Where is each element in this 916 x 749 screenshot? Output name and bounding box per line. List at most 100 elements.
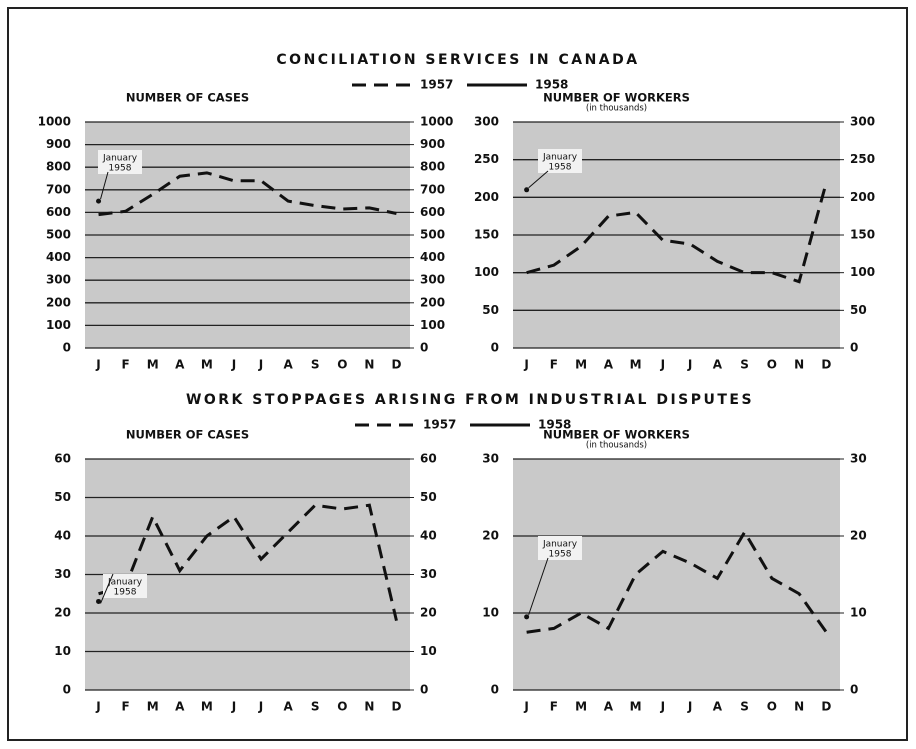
x-tick-label: M bbox=[575, 700, 587, 714]
x-tick-label: S bbox=[311, 358, 320, 372]
x-tick-label: D bbox=[391, 700, 401, 714]
line bbox=[98, 503, 398, 622]
annotation: 1958 bbox=[109, 164, 132, 174]
y-tick-label: 400 bbox=[46, 250, 71, 264]
x-tick-label: M bbox=[147, 700, 159, 714]
x-tick-label: M bbox=[201, 700, 213, 714]
x-tick-label: O bbox=[337, 700, 347, 714]
x-tick-label: M bbox=[630, 358, 642, 372]
y-tick-label: 0 bbox=[491, 683, 499, 697]
y-tick-label: 700 bbox=[46, 182, 71, 196]
x-tick-label: A bbox=[175, 700, 185, 714]
line bbox=[98, 171, 397, 217]
x-tick-label: O bbox=[767, 358, 777, 372]
x-tick-label: S bbox=[311, 700, 320, 714]
y2-tick-label: 60 bbox=[420, 452, 437, 466]
x-tick-label: D bbox=[821, 358, 831, 372]
plot-area bbox=[513, 459, 840, 690]
x-tick-label: A bbox=[283, 700, 293, 714]
y-tick-label: 200 bbox=[46, 295, 71, 309]
chart-title: NUMBER OF WORKERS bbox=[543, 428, 690, 442]
x-tick-label: S bbox=[740, 700, 749, 714]
section-title: CONCILIATION SERVICES IN CANADA bbox=[276, 52, 639, 68]
legend-label: 1958 bbox=[538, 418, 571, 432]
y-tick-label: 0 bbox=[63, 683, 71, 697]
annotation: January bbox=[542, 540, 578, 550]
line bbox=[526, 529, 828, 634]
y-tick-label: 20 bbox=[482, 529, 499, 543]
x-tick-label: J bbox=[523, 358, 528, 372]
legend-label: 1957 bbox=[423, 418, 456, 432]
x-tick-label: M bbox=[147, 358, 159, 372]
x-tick-label: N bbox=[794, 700, 804, 714]
y-tick-label: 0 bbox=[491, 341, 499, 355]
x-tick-label: F bbox=[122, 700, 130, 714]
y-tick-label: 150 bbox=[474, 228, 499, 242]
annotation-leader bbox=[528, 557, 549, 616]
y-tick-label: 100 bbox=[46, 318, 71, 332]
x-tick-label: A bbox=[713, 358, 723, 372]
y-tick-label: 600 bbox=[46, 205, 71, 219]
y2-tick-label: 100 bbox=[420, 318, 445, 332]
x-tick-label: J bbox=[258, 358, 263, 372]
annotation: 1958 bbox=[549, 163, 572, 173]
y-tick-label: 30 bbox=[482, 452, 499, 466]
y-tick-label: 0 bbox=[63, 341, 71, 355]
x-tick-label: D bbox=[821, 700, 831, 714]
annotation-box bbox=[538, 149, 582, 173]
point bbox=[96, 198, 102, 204]
x-tick-label: O bbox=[337, 358, 347, 372]
y-tick-label: 800 bbox=[46, 160, 71, 174]
y-tick-label: 20 bbox=[54, 606, 71, 620]
legend-label: 1958 bbox=[535, 78, 568, 92]
y-tick-label: 250 bbox=[474, 152, 499, 166]
annotation-box bbox=[103, 574, 147, 598]
x-tick-label: J bbox=[258, 700, 263, 714]
x-tick-label: M bbox=[201, 358, 213, 372]
y-tick-label: 300 bbox=[474, 115, 499, 129]
y2-tick-label: 200 bbox=[850, 190, 875, 204]
y2-tick-label: 40 bbox=[420, 529, 437, 543]
y2-tick-label: 500 bbox=[420, 228, 445, 242]
chart-title: NUMBER OF CASES bbox=[126, 428, 249, 442]
annotation: January bbox=[542, 153, 578, 163]
annotation: January bbox=[102, 154, 138, 164]
x-tick-label: M bbox=[575, 358, 587, 372]
y2-tick-label: 150 bbox=[850, 228, 875, 242]
x-tick-label: F bbox=[550, 358, 558, 372]
x-tick-label: F bbox=[122, 358, 130, 372]
y2-tick-label: 400 bbox=[420, 250, 445, 264]
point bbox=[524, 614, 530, 620]
y2-tick-label: 10 bbox=[850, 606, 867, 620]
annotation-box bbox=[98, 150, 142, 174]
section-title: WORK STOPPAGES ARISING FROM INDUSTRIAL D… bbox=[186, 392, 754, 408]
x-tick-label: A bbox=[283, 358, 293, 372]
x-tick-label: N bbox=[364, 358, 374, 372]
y-tick-label: 900 bbox=[46, 137, 71, 151]
y-tick-label: 200 bbox=[474, 190, 499, 204]
x-tick-label: J bbox=[231, 358, 236, 372]
y2-tick-label: 0 bbox=[850, 341, 858, 355]
legend-label: 1957 bbox=[420, 78, 453, 92]
annotation-leader bbox=[100, 171, 109, 200]
y2-tick-label: 50 bbox=[850, 303, 867, 317]
x-tick-label: N bbox=[364, 700, 374, 714]
y-tick-label: 100 bbox=[474, 265, 499, 279]
x-tick-label: A bbox=[604, 700, 614, 714]
x-tick-label: S bbox=[740, 358, 749, 372]
x-tick-label: J bbox=[95, 700, 100, 714]
y-tick-label: 50 bbox=[482, 303, 499, 317]
y2-tick-label: 30 bbox=[420, 567, 437, 581]
x-tick-label: J bbox=[523, 700, 528, 714]
x-tick-label: F bbox=[550, 700, 558, 714]
y-tick-label: 300 bbox=[46, 273, 71, 287]
y-tick-label: 10 bbox=[54, 644, 71, 658]
y2-tick-label: 200 bbox=[420, 295, 445, 309]
y2-tick-label: 1000 bbox=[420, 115, 453, 129]
y2-tick-label: 900 bbox=[420, 137, 445, 151]
x-tick-label: M bbox=[630, 700, 642, 714]
x-tick-label: J bbox=[687, 358, 692, 372]
y-tick-label: 40 bbox=[54, 529, 71, 543]
chart-subtitle: (in thousands) bbox=[586, 104, 647, 114]
